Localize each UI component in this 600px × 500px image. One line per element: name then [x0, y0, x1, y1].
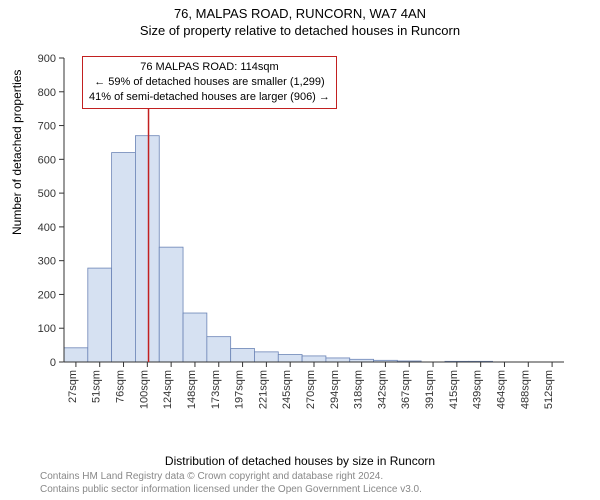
svg-text:197sqm: 197sqm — [234, 370, 246, 409]
x-axis-label: Distribution of detached houses by size … — [0, 454, 600, 468]
property-callout: 76 MALPAS ROAD: 114sqm ← 59% of detached… — [82, 56, 337, 109]
svg-text:367sqm: 367sqm — [400, 370, 412, 409]
svg-text:51sqm: 51sqm — [91, 370, 103, 403]
callout-line-2: ← 59% of detached houses are smaller (1,… — [89, 75, 330, 90]
page-subtitle: Size of property relative to detached ho… — [0, 21, 600, 38]
svg-text:464sqm: 464sqm — [495, 370, 507, 409]
svg-text:391sqm: 391sqm — [424, 370, 436, 409]
svg-text:173sqm: 173sqm — [210, 370, 222, 409]
svg-text:415sqm: 415sqm — [448, 370, 460, 409]
svg-text:439sqm: 439sqm — [472, 370, 484, 409]
svg-text:342sqm: 342sqm — [376, 370, 388, 409]
svg-text:300: 300 — [38, 256, 56, 268]
callout-line-3: 41% of semi-detached houses are larger (… — [89, 90, 330, 105]
histogram-chart: 010020030040050060070080090027sqm51sqm76… — [64, 50, 570, 420]
svg-text:0: 0 — [50, 357, 56, 369]
svg-text:221sqm: 221sqm — [257, 370, 269, 409]
svg-text:27sqm: 27sqm — [67, 370, 79, 403]
svg-text:500: 500 — [38, 188, 56, 200]
svg-text:318sqm: 318sqm — [353, 370, 365, 409]
callout-line-1: 76 MALPAS ROAD: 114sqm — [89, 60, 330, 75]
svg-text:600: 600 — [38, 154, 56, 166]
svg-text:400: 400 — [38, 222, 56, 234]
svg-text:900: 900 — [38, 53, 56, 65]
svg-text:700: 700 — [38, 121, 56, 133]
svg-text:512sqm: 512sqm — [543, 370, 555, 409]
attribution-footer: Contains HM Land Registry data © Crown c… — [40, 470, 422, 496]
y-axis-label: Number of detached properties — [10, 70, 24, 235]
svg-text:148sqm: 148sqm — [186, 370, 198, 409]
footer-line-1: Contains HM Land Registry data © Crown c… — [40, 470, 422, 483]
svg-text:100: 100 — [38, 323, 56, 335]
svg-text:270sqm: 270sqm — [305, 370, 317, 409]
svg-text:245sqm: 245sqm — [281, 370, 293, 409]
footer-line-2: Contains public sector information licen… — [40, 483, 422, 496]
svg-text:100sqm: 100sqm — [138, 370, 150, 409]
svg-text:200: 200 — [38, 289, 56, 301]
page-title: 76, MALPAS ROAD, RUNCORN, WA7 4AN — [0, 0, 600, 21]
svg-text:294sqm: 294sqm — [329, 370, 341, 409]
svg-text:124sqm: 124sqm — [162, 370, 174, 409]
svg-text:76sqm: 76sqm — [115, 370, 127, 403]
svg-text:800: 800 — [38, 87, 56, 99]
svg-text:488sqm: 488sqm — [519, 370, 531, 409]
